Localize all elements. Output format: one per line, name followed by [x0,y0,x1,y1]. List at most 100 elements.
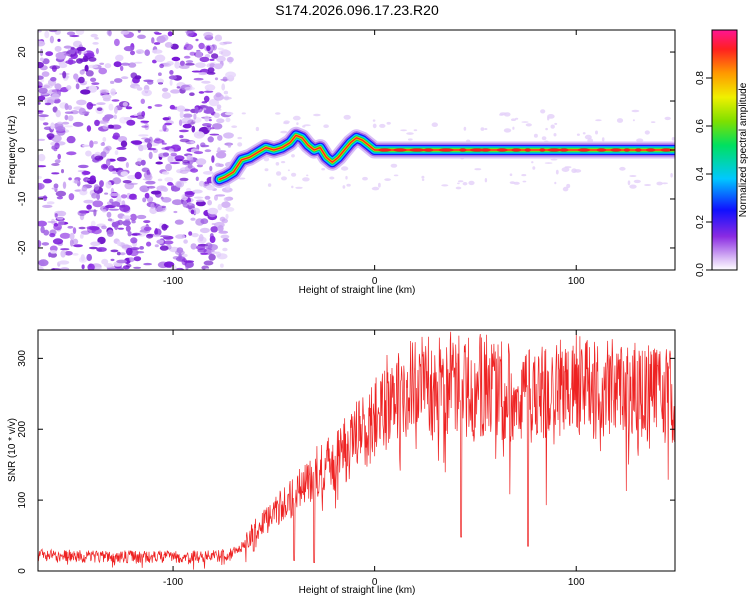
noise-blob [194,106,199,114]
noise-blob [141,125,149,128]
noise-blob [92,42,99,45]
noise-blob [656,181,663,186]
noise-blob [147,106,152,109]
noise-blob [214,77,219,81]
noise-blob [179,135,184,139]
noise-blob [102,209,107,213]
signal-hotspot [423,148,434,152]
noise-blob [212,123,223,130]
noise-blob [125,162,129,168]
noise-blob [522,180,527,183]
noise-blob [342,185,346,189]
noise-blob [144,192,150,199]
noise-blob [48,30,58,33]
noise-blob [110,88,116,96]
noise-blob [198,72,208,76]
noise-blob [198,91,205,94]
noise-blob [87,209,98,212]
noise-blob [120,171,129,177]
noise-blob [87,64,99,69]
noise-blob [57,38,61,42]
noise-blob [193,131,205,139]
noise-blob [190,209,195,215]
noise-blob [175,159,183,162]
noise-blob [130,50,135,56]
noise-blob [521,174,527,177]
signal-hotspot [511,148,522,152]
noise-blob [211,53,219,59]
noise-blob [119,252,126,256]
noise-blob [196,199,205,203]
noise-blob [295,186,303,189]
noise-blob [179,60,185,67]
noise-blob [51,145,56,150]
noise-blob [241,112,246,115]
noise-blob [57,153,61,160]
noise-blob [90,220,96,227]
noise-blob [509,173,513,176]
x-tick-label: 100 [568,276,585,287]
noise-blob [139,246,145,250]
noise-blob [157,178,163,182]
noise-blob [267,183,272,187]
noise-blob [116,146,127,150]
noise-blob [64,103,69,111]
noise-blob [102,137,107,142]
noise-blob [143,220,151,224]
noise-blob [202,123,212,127]
noise-blob [458,180,464,183]
noise-blob [584,134,592,140]
noise-blob [99,89,109,95]
noise-blob [547,114,555,119]
noise-blob [121,244,133,249]
noise-blob [215,151,227,159]
noise-blob [51,163,60,166]
noise-blob [135,49,145,54]
noise-blob [40,78,45,83]
noise-blob [541,136,547,141]
noise-blob [601,137,605,142]
noise-blob [133,266,142,269]
noise-blob [515,117,519,120]
noise-blob [193,77,204,81]
noise-blob [183,239,188,244]
noise-blob [275,162,280,166]
noise-blob [138,134,149,137]
noise-blob [108,30,112,37]
noise-blob [503,112,511,117]
noise-blob [110,258,115,262]
noise-blob [75,83,80,90]
noise-blob [198,42,205,50]
noise-blob [45,51,54,57]
noise-blob [155,161,163,165]
y-tick-label: 20 [17,46,28,58]
noise-blob [372,119,376,122]
noise-blob [146,169,151,176]
noise-blob [183,260,195,263]
noise-blob [43,229,50,236]
noise-blob [154,54,166,63]
noise-blob [130,115,138,118]
noise-blob [64,111,74,114]
noise-blob [160,34,169,42]
noise-blob [379,123,386,128]
snr-xlabel: Height of straight line (km) [299,585,416,596]
noise-blob [90,77,97,83]
noise-blob [321,168,326,171]
noise-blob [189,92,195,96]
noise-blob [149,206,158,215]
noise-blob [223,132,234,139]
noise-blob [512,126,515,130]
noise-blob [128,62,137,68]
noise-blob [167,182,173,186]
colorbar-tick-label: 0.6 [695,119,706,133]
signal-hotspot [409,148,425,152]
noise-blob [390,163,398,168]
noise-blob [138,144,144,152]
noise-blob [181,121,188,124]
signal-hotspot [438,148,454,152]
noise-blob [132,232,141,236]
noise-blob [161,142,167,145]
noise-blob [105,145,112,151]
